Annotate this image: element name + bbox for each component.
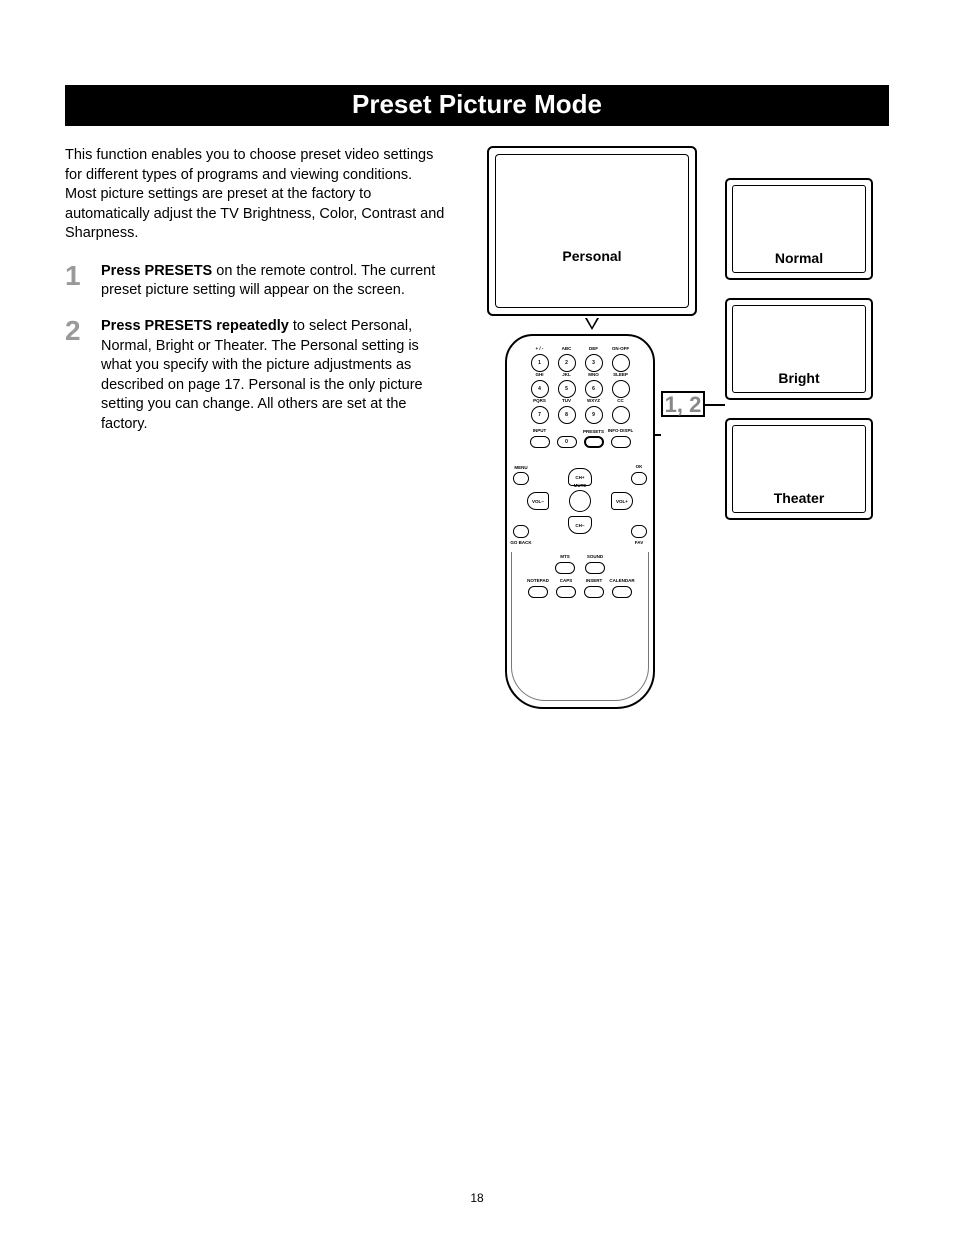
remote-btn-goback: GO BACK — [513, 525, 529, 538]
callout-line-2 — [705, 404, 725, 406]
tv-screen: Personal — [487, 146, 697, 316]
step-2: 2 Press PRESETS repeatedly to select Per… — [65, 317, 445, 434]
content-columns: This function enables you to choose pres… — [65, 146, 889, 726]
step-number: 1 — [65, 262, 87, 301]
remote-btn-9: WXYZ9 — [585, 406, 603, 424]
remote-btn-ok: OK — [631, 472, 647, 485]
preset-box-bright: Bright — [725, 298, 873, 400]
step-rest: to select Personal, Normal, Bright or Th… — [101, 318, 423, 432]
remote-btn-cc: CC — [612, 406, 630, 424]
remote-btn-presets: PRESETS — [584, 436, 604, 448]
remote-btn-8: TUV8 — [558, 406, 576, 424]
remote-btn-menu: MENU — [513, 472, 529, 485]
step-bold: Press PRESETS repeatedly — [101, 318, 289, 334]
intro-paragraph: This function enables you to choose pres… — [65, 146, 445, 244]
step-body: Press PRESETS on the remote control. The… — [101, 262, 445, 301]
remote-btn-info: INFO·DISPL — [611, 436, 631, 448]
remote-btn-2: ABC2 — [558, 354, 576, 372]
remote-btn-1: + / -1 — [531, 354, 549, 372]
remote-row: INPUT 0 PRESETS INFO·DISPL — [507, 436, 653, 448]
tv-pointer-arrow — [585, 318, 599, 330]
step-1: 1 Press PRESETS on the remote control. T… — [65, 262, 445, 301]
preset-label: Normal — [727, 250, 871, 266]
remote-control: + / -1 ABC2 DEF3 ON·OFF GHI4 JKL5 MNO6 S… — [505, 334, 655, 709]
tv-screen-inner — [495, 154, 689, 308]
remote-row: + / -1 ABC2 DEF3 ON·OFF — [507, 354, 653, 372]
text-column: This function enables you to choose pres… — [65, 146, 445, 726]
remote-btn-chdown: CH− — [568, 516, 592, 534]
remote-btn-mute: MUTE — [569, 490, 591, 512]
preset-box-normal: Normal — [725, 178, 873, 280]
preset-label: Theater — [727, 490, 871, 506]
remote-btn-0: 0 — [557, 436, 577, 448]
preset-label: Bright — [727, 370, 871, 386]
remote-lower-outline — [511, 552, 649, 701]
remote-btn-onoff: ON·OFF — [612, 354, 630, 372]
remote-btn-4: GHI4 — [531, 380, 549, 398]
remote-nav-cluster: MENU OK CH+ CH− VOL− VOL+ MUTE GO BACK F… — [507, 466, 653, 536]
step-bold: Press PRESETS — [101, 263, 212, 279]
page-title: Preset Picture Mode — [65, 85, 889, 126]
remote-btn-5: JKL5 — [558, 380, 576, 398]
remote-btn-7: PQRS7 — [531, 406, 549, 424]
step-body: Press PRESETS repeatedly to select Perso… — [101, 317, 445, 434]
remote-btn-3: DEF3 — [585, 354, 603, 372]
remote-btn-fav: FAV — [631, 525, 647, 538]
preset-box-theater: Theater — [725, 418, 873, 520]
step-callout: 1, 2 — [661, 391, 705, 417]
remote-btn-sleep: SLEEP — [612, 380, 630, 398]
remote-btn-6: MNO6 — [585, 380, 603, 398]
remote-btn-voldown: VOL− — [527, 492, 549, 510]
remote-btn-input: INPUT — [530, 436, 550, 448]
remote-row: PQRS7 TUV8 WXYZ9 CC — [507, 406, 653, 424]
tv-mode-label: Personal — [489, 248, 695, 264]
remote-row: GHI4 JKL5 MNO6 SLEEP — [507, 380, 653, 398]
remote-btn-volup: VOL+ — [611, 492, 633, 510]
page-number: 18 — [0, 1191, 954, 1205]
step-number: 2 — [65, 317, 87, 434]
illustration-column: Personal Normal Bright Theater 1, 2 — [475, 146, 889, 726]
